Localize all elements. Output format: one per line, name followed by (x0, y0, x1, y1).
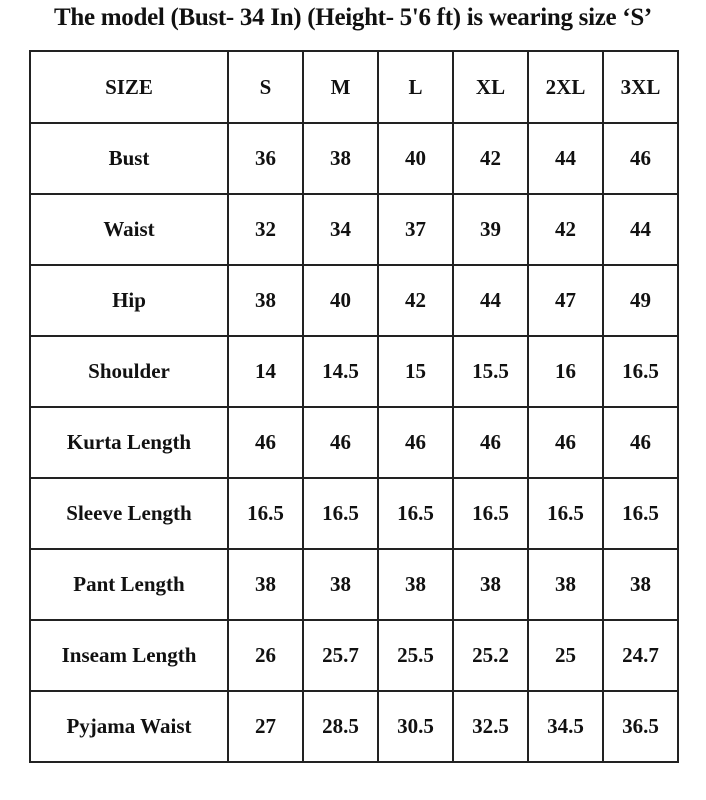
value-cell: 38 (302, 548, 379, 621)
value-cell: 44 (452, 264, 529, 337)
value-cell: 42 (527, 193, 604, 266)
table-row: Pant Length 38 38 38 38 38 38 (29, 548, 679, 621)
value-cell: 14 (227, 335, 304, 408)
value-cell: 16.5 (602, 335, 679, 408)
value-cell: 46 (227, 406, 304, 479)
header-cell-3xl: 3XL (602, 50, 679, 124)
value-cell: 16.5 (302, 477, 379, 550)
row-label: Hip (29, 264, 229, 337)
value-cell: 28.5 (302, 690, 379, 763)
row-label: Inseam Length (29, 619, 229, 692)
value-cell: 38 (227, 264, 304, 337)
size-chart-title: The model (Bust- 34 In) (Height- 5'6 ft)… (54, 4, 652, 31)
value-cell: 27 (227, 690, 304, 763)
table-row: Sleeve Length 16.5 16.5 16.5 16.5 16.5 16.5 (29, 477, 679, 550)
value-cell: 16 (527, 335, 604, 408)
value-cell: 44 (602, 193, 679, 266)
row-label: Kurta Length (29, 406, 229, 479)
row-label: Sleeve Length (29, 477, 229, 550)
value-cell: 38 (527, 548, 604, 621)
value-cell: 15.5 (452, 335, 529, 408)
value-cell: 25.5 (377, 619, 454, 692)
value-cell: 38 (602, 548, 679, 621)
value-cell: 44 (527, 122, 604, 195)
value-cell: 16.5 (527, 477, 604, 550)
value-cell: 38 (302, 122, 379, 195)
value-cell: 49 (602, 264, 679, 337)
value-cell: 46 (527, 406, 604, 479)
row-label: Waist (29, 193, 229, 266)
header-cell-xl: XL (452, 50, 529, 124)
value-cell: 38 (377, 548, 454, 621)
value-cell: 36 (227, 122, 304, 195)
header-cell-2xl: 2XL (527, 50, 604, 124)
value-cell: 25.7 (302, 619, 379, 692)
row-label: Pyjama Waist (29, 690, 229, 763)
value-cell: 32 (227, 193, 304, 266)
value-cell: 30.5 (377, 690, 454, 763)
value-cell: 40 (302, 264, 379, 337)
value-cell: 26 (227, 619, 304, 692)
table-row: Hip 38 40 42 44 47 49 (29, 264, 679, 337)
table-row: Shoulder 14 14.5 15 15.5 16 16.5 (29, 335, 679, 408)
header-cell-s: S (227, 50, 304, 124)
value-cell: 16.5 (377, 477, 454, 550)
header-cell-size: SIZE (29, 50, 229, 124)
row-label: Pant Length (29, 548, 229, 621)
value-cell: 46 (377, 406, 454, 479)
row-label: Shoulder (29, 335, 229, 408)
table-row: Kurta Length 46 46 46 46 46 46 (29, 406, 679, 479)
value-cell: 15 (377, 335, 454, 408)
value-cell: 46 (302, 406, 379, 479)
value-cell: 36.5 (602, 690, 679, 763)
value-cell: 38 (452, 548, 529, 621)
value-cell: 47 (527, 264, 604, 337)
header-cell-l: L (377, 50, 454, 124)
value-cell: 32.5 (452, 690, 529, 763)
value-cell: 16.5 (602, 477, 679, 550)
value-cell: 34 (302, 193, 379, 266)
value-cell: 14.5 (302, 335, 379, 408)
value-cell: 42 (452, 122, 529, 195)
value-cell: 24.7 (602, 619, 679, 692)
value-cell: 40 (377, 122, 454, 195)
value-cell: 34.5 (527, 690, 604, 763)
header-row: SIZE S M L XL 2XL 3XL (29, 50, 679, 124)
header-cell-m: M (302, 50, 379, 124)
value-cell: 39 (452, 193, 529, 266)
value-cell: 46 (602, 122, 679, 195)
table-row: Inseam Length 26 25.7 25.5 25.2 25 24.7 (29, 619, 679, 692)
value-cell: 38 (227, 548, 304, 621)
table-row: Pyjama Waist 27 28.5 30.5 32.5 34.5 36.5 (29, 690, 679, 763)
value-cell: 16.5 (452, 477, 529, 550)
table-row: Bust 36 38 40 42 44 46 (29, 122, 679, 195)
size-chart-table: SIZE S M L XL 2XL 3XL Bust 36 38 40 42 44 46 Waist 32 34… (29, 50, 679, 763)
value-cell: 46 (452, 406, 529, 479)
value-cell: 37 (377, 193, 454, 266)
value-cell: 16.5 (227, 477, 304, 550)
table-row: Waist 32 34 37 39 42 44 (29, 193, 679, 266)
value-cell: 42 (377, 264, 454, 337)
value-cell: 25.2 (452, 619, 529, 692)
value-cell: 25 (527, 619, 604, 692)
value-cell: 46 (602, 406, 679, 479)
row-label: Bust (29, 122, 229, 195)
